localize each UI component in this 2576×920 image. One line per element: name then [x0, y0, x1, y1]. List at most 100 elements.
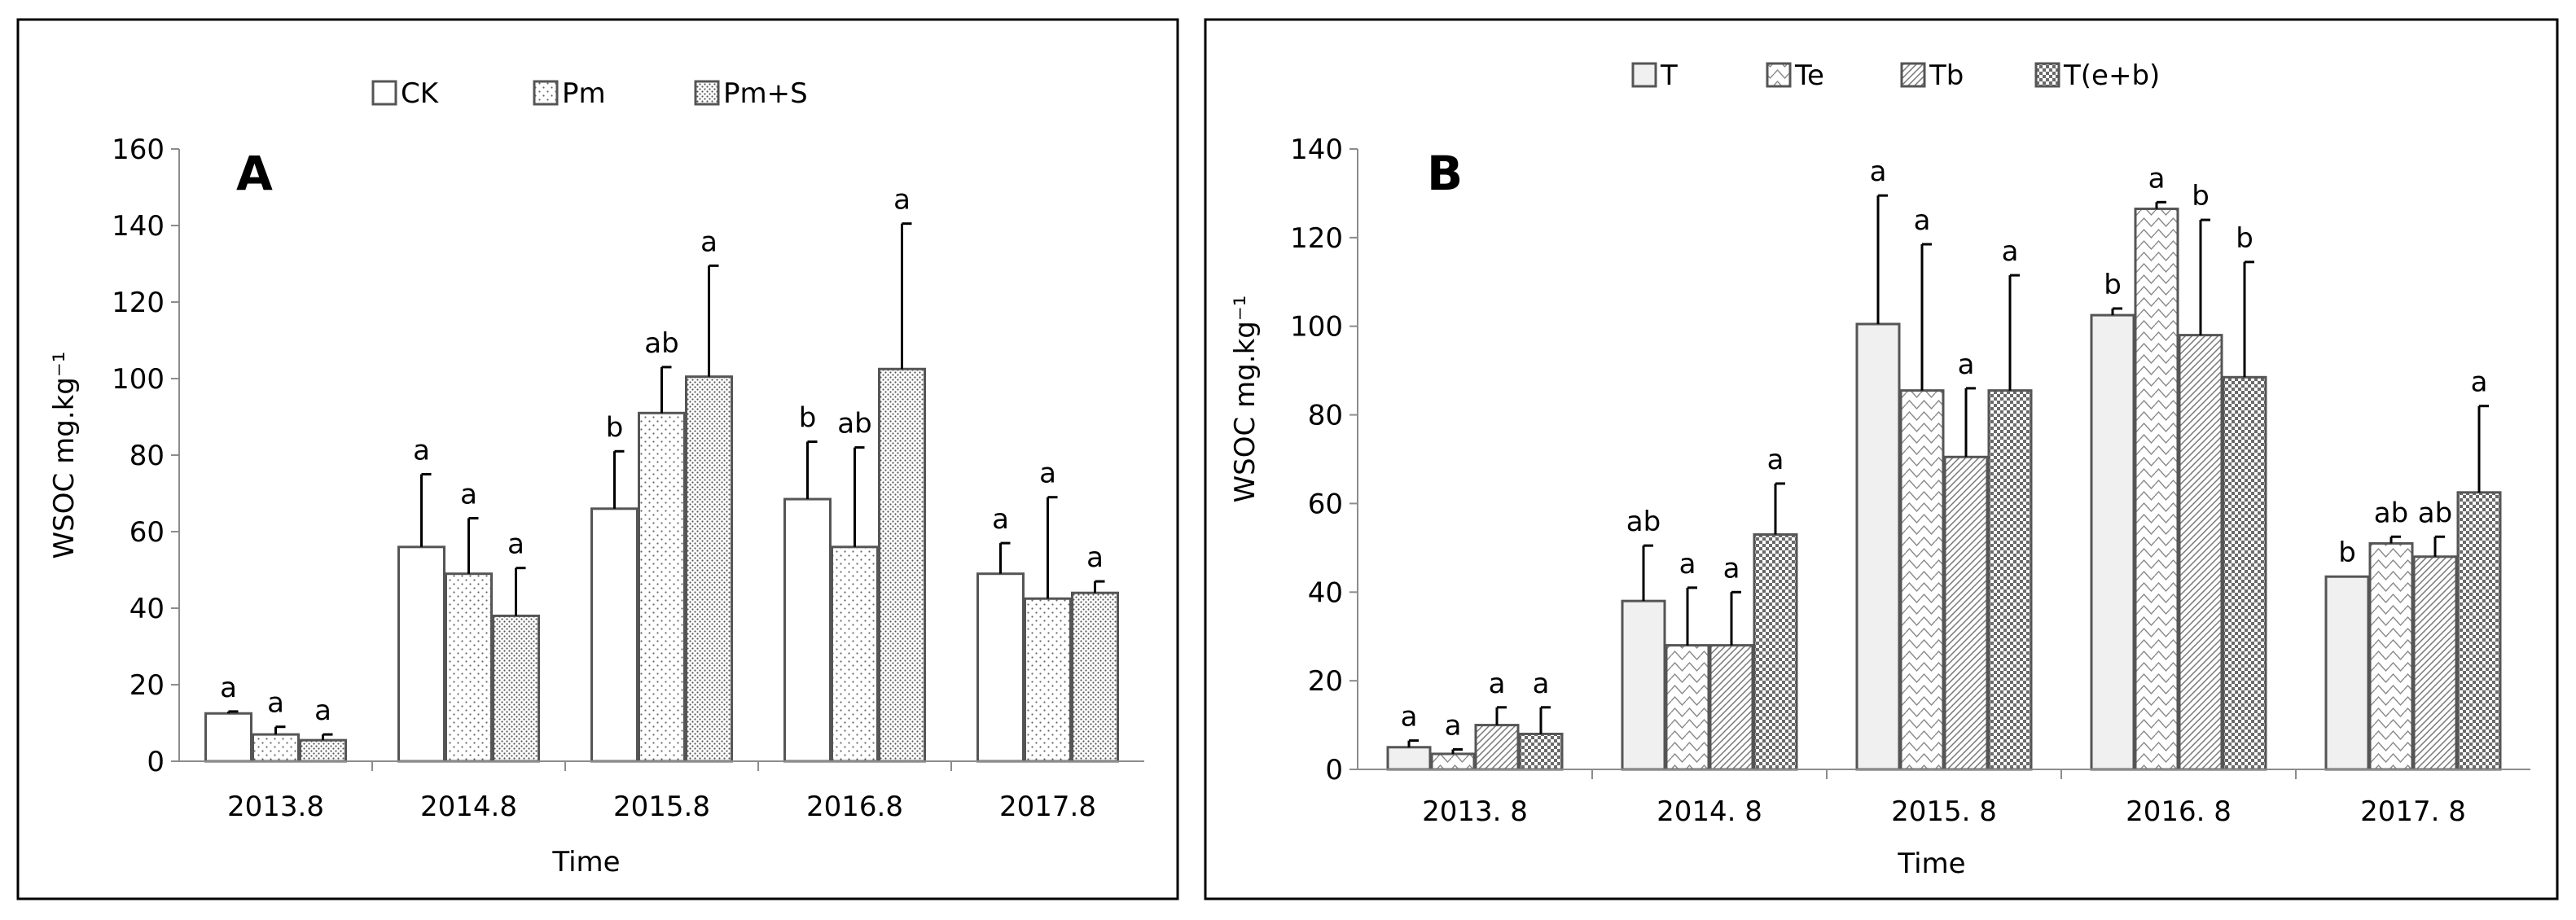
panel-a-bar [492, 614, 540, 763]
panel-b-x-tick-label: 2017. 8 [2360, 795, 2466, 828]
panel-b-x-tick-label: 2013. 8 [1422, 795, 1528, 828]
panel-a-significance-label: a [220, 672, 237, 704]
panel-b-significance-label: b [2192, 180, 2210, 212]
panel-b-significance-label: a [1679, 548, 1696, 580]
panel-b-y-tick-label: 0 [1325, 754, 1343, 786]
panel-a-y-tick-label: 60 [129, 516, 165, 549]
panel-b-significance-label: a [1723, 552, 1740, 585]
panel-a-y-tick-label: 80 [129, 440, 165, 472]
panel-a-x-tick-label: 2015.8 [613, 791, 710, 823]
panel-a-y-tick-label: 140 [112, 210, 165, 243]
panel-a-bar [783, 497, 832, 763]
panel-a-x-tick-label: 2014.8 [420, 791, 517, 823]
panel-b-bar [1709, 644, 1754, 771]
panel-a-y-axis-title: WSOC mg.kg⁻¹ [48, 352, 81, 559]
panel-b-x-axis-title: Time [1897, 848, 1965, 880]
panel-b-bar [1386, 746, 1432, 771]
panel-b-bar [1855, 322, 1901, 771]
panel-b-significance-label: a [2002, 235, 2019, 268]
panel-a-significance-label: ab [644, 327, 678, 360]
panel-b-significance-label: a [1533, 668, 1550, 700]
panel-a-bar [1024, 597, 1072, 763]
panel-a-legend-swatch [533, 80, 559, 106]
panel-b-significance-label: ab [2418, 497, 2452, 529]
panel-b-significance-label: a [1870, 156, 1887, 188]
panel-b-legend-label: Te [1794, 59, 1824, 92]
panel-b-significance-label: ab [1626, 506, 1661, 538]
panel-b-bar [1474, 724, 1520, 771]
panel-a-y-ticks: 0 20 40 60 80 100 120 140 160 [112, 134, 179, 778]
panel-b-significance-label: a [1401, 701, 1418, 734]
panel-a-bar [638, 411, 686, 763]
panel-a-legend-label: Pm+S [723, 77, 808, 110]
panel-a-significance-label: a [267, 687, 284, 720]
panel-a-significance-label: a [460, 479, 477, 511]
panel-a-y-tick-label: 100 [112, 363, 165, 396]
panel-a-x-ticks: 2013.8 2014.8 2015.8 2016.8 2017.8 [227, 761, 1096, 823]
panel-b-significance-label: a [1767, 444, 1784, 476]
panel-b-y-tick-label: 40 [1308, 576, 1343, 609]
panel-b-y-tick-label: 20 [1308, 665, 1343, 698]
panel-a-bar [976, 572, 1025, 763]
panel-b-significance-label: b [2338, 537, 2356, 569]
panel-b-x-tick-label: 2015. 8 [1891, 795, 1997, 828]
chart-panel-b: B T Te Tb T(e+b) 0 20 40 60 80 100 120 140 2013. 8… [1204, 18, 2559, 900]
panel-b-bar [1987, 389, 2033, 771]
panel-b-x-tick-label: 2016. 8 [2126, 795, 2232, 828]
panel-b-bars [1386, 207, 2502, 771]
panel-b-bar [2090, 313, 2135, 771]
panel-b-significance-label: b [2236, 222, 2253, 255]
panel-a-legend: CK Pm Pm+S [371, 77, 808, 110]
panel-b-significance-label: a [1445, 710, 1462, 743]
panel-a-y-tick-label: 0 [147, 746, 165, 778]
panel-b-y-tick-label: 60 [1308, 488, 1343, 520]
panel-a-significance-label: a [1086, 541, 1104, 574]
panel-a-significance-label: a [1039, 458, 1056, 490]
panel-b-y-axis-title: WSOC mg.kg⁻¹ [1229, 296, 1262, 503]
panel-a-bar [252, 733, 300, 763]
panel-b-y-tick-label: 140 [1290, 134, 1343, 166]
panel-a-y-tick-label: 20 [129, 669, 165, 702]
panel-a-y-tick-label: 40 [129, 593, 165, 625]
panel-b-y-tick-label: 100 [1290, 311, 1343, 344]
panel-b-bar [1621, 599, 1666, 771]
panel-a-frame [16, 18, 1179, 900]
panel-a-label: A [236, 146, 273, 201]
panel-b-bar [1753, 533, 1798, 771]
panel-b-legend-swatch [2034, 62, 2060, 88]
panel-b-bar [1665, 644, 1710, 771]
panel-b-significance-label: ab [2374, 497, 2408, 529]
panel-b-legend-label: Tb [1929, 59, 1964, 92]
panel-b-bar [2368, 541, 2414, 771]
panel-a-significance-label: a [893, 184, 911, 217]
panel-b-y-ticks: 0 20 40 60 80 100 120 140 [1290, 134, 1358, 786]
panel-b-label: B [1427, 146, 1463, 201]
panel-b-bar [2324, 575, 2370, 771]
panel-b-legend-label: T [1660, 59, 1678, 92]
panel-a-significance-label: a [314, 694, 331, 727]
panel-a-x-axis-title: Time [551, 846, 620, 878]
panel-a-x-tick-label: 2017.8 [999, 791, 1096, 823]
panel-b-bar [1899, 389, 1945, 771]
panel-a-bar [299, 738, 347, 763]
panel-a-bar [445, 572, 493, 763]
panel-a-bar [831, 545, 879, 763]
panel-b-bar [2456, 491, 2502, 771]
panel-b-legend: T Te Tb T(e+b) [1631, 59, 2160, 92]
panel-b-bar [2222, 375, 2267, 771]
panel-b-bar [2412, 555, 2458, 771]
panel-b-legend-swatch [1631, 62, 1657, 88]
panel-b-legend-swatch [1900, 62, 1926, 88]
panel-a-legend-swatch [371, 80, 397, 106]
panel-a-y-tick-label: 160 [112, 134, 165, 166]
panel-a-bar [1071, 591, 1119, 763]
panel-a-significance-label: a [413, 435, 430, 467]
panel-a-bar [204, 712, 252, 763]
panel-a-legend-label: CK [401, 77, 440, 110]
panel-b-bar [1943, 455, 1989, 771]
panel-b-significance-label: a [2471, 366, 2488, 399]
panel-a-y-tick-label: 120 [112, 287, 165, 319]
